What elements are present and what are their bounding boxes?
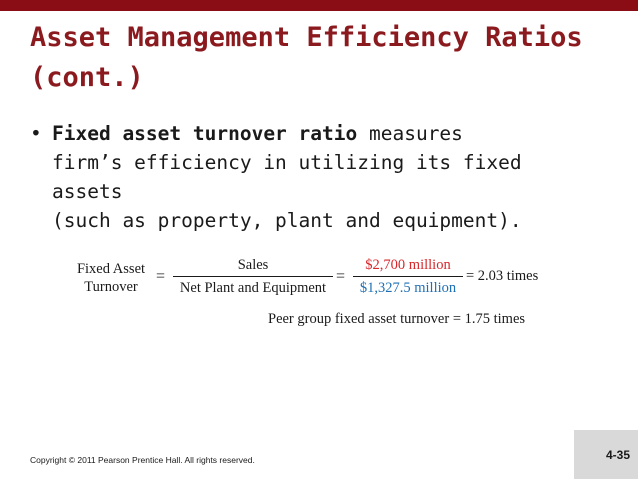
formula-equals-2: = xyxy=(336,268,346,285)
formula-left-label: Fixed Asset Turnover xyxy=(68,260,154,296)
ratio-formula: Fixed Asset Turnover = Sales Net Plant a… xyxy=(68,256,588,336)
bullet-dot-icon: • xyxy=(30,122,42,145)
slide-number-box: 4-35 xyxy=(574,430,638,479)
peer-group-ratio: Peer group fixed asset turnover = 1.75 t… xyxy=(268,311,526,327)
bullet-line-2: firm’s efficiency in utilizing its fixed… xyxy=(30,148,590,206)
slide-title: Asset Management Efficiency Ratios (cont… xyxy=(30,18,620,98)
formula-left-line1: Fixed Asset xyxy=(76,261,146,277)
fraction-bar xyxy=(173,276,333,277)
formula-result: = 2.03 times xyxy=(466,268,539,284)
fraction-bar xyxy=(353,276,463,277)
slide-title-line1: Asset Management Efficiency Ratios xyxy=(30,22,583,53)
formula-fraction-values: $2,700 million $1,327.5 million xyxy=(353,256,463,298)
bullet-line-1: • Fixed asset turnover ratio measures xyxy=(30,119,590,148)
formula-numerator-value: $2,700 million xyxy=(365,257,451,273)
bullet-text-line2: firm’s efficiency in utilizing its fixed… xyxy=(52,151,522,203)
formula-left-line2: Turnover xyxy=(84,279,138,295)
formula-equals-1: = xyxy=(156,268,166,285)
bullet-text-line3: (such as property, plant and equipment). xyxy=(52,209,522,232)
formula-numerator-sales: Sales xyxy=(237,257,269,273)
formula-denominator-value: $1,327.5 million xyxy=(359,280,457,296)
slide-title-line2: (cont.) xyxy=(30,62,144,93)
formula-denominator-npe: Net Plant and Equipment xyxy=(179,280,327,296)
copyright-notice: Copyright © 2011 Pearson Prentice Hall. … xyxy=(30,455,255,465)
bullet-text-line1: measures xyxy=(357,122,463,145)
formula-fraction-general: Sales Net Plant and Equipment xyxy=(173,256,333,298)
slide-number: 4-35 xyxy=(605,448,630,462)
bullet-line-3: (such as property, plant and equipment). xyxy=(30,206,590,235)
bullet-bold-term: Fixed asset turnover ratio xyxy=(52,122,358,145)
top-accent-bar xyxy=(0,0,638,11)
bullet-point: • Fixed asset turnover ratio measures fi… xyxy=(30,119,590,235)
